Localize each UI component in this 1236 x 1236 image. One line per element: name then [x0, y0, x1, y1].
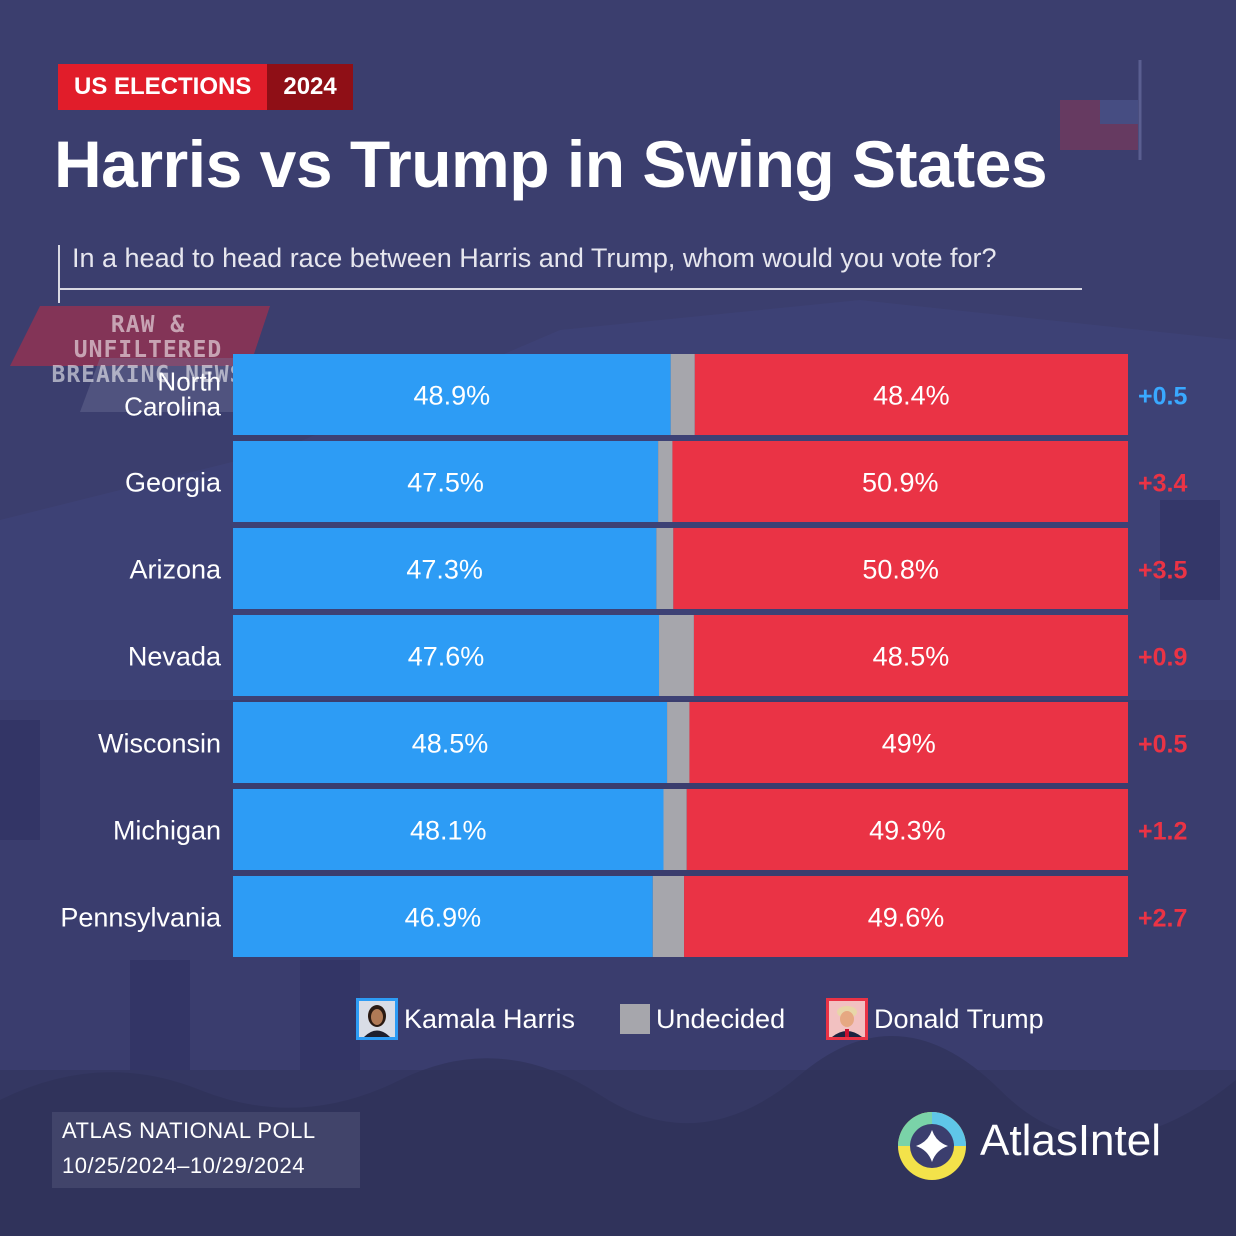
margin-label: +2.7: [1138, 905, 1187, 933]
margin-label: +0.9: [1138, 644, 1187, 672]
margin-label: +0.5: [1138, 731, 1187, 759]
bar-harris: [233, 354, 671, 435]
data-label-trump: 48.4%: [873, 381, 950, 411]
undecided-swatch-icon: [620, 1004, 650, 1034]
data-label-trump: 49.6%: [868, 903, 945, 933]
category-label: Michigan: [113, 816, 221, 846]
bar-trump: [686, 789, 1128, 870]
category-label: Pennsylvania: [60, 903, 222, 933]
poll-dates: 10/25/2024–10/29/2024: [62, 1153, 305, 1178]
data-label-harris: 47.6%: [408, 642, 485, 672]
data-label-harris: 48.9%: [414, 381, 491, 411]
data-label-trump: 50.8%: [862, 555, 939, 585]
bar-undecided: [652, 876, 685, 957]
watermark-line-2: BREAKING NEWS: [51, 362, 245, 388]
legend-label-harris: Kamala Harris: [404, 1003, 576, 1034]
bar-trump: [673, 528, 1128, 609]
bar-harris: [233, 702, 668, 783]
legend: Kamala Harris Undecided Donald Trump: [0, 996, 1236, 1042]
poll-name: ATLAS NATIONAL POLL: [62, 1118, 316, 1143]
legend-item-harris: Kamala Harris: [356, 996, 575, 1042]
margin-label: +3.4: [1138, 470, 1187, 498]
legend-item-trump: Donald Trump: [826, 996, 1044, 1042]
bar-trump: [672, 441, 1128, 522]
category-label: Georgia: [125, 468, 222, 498]
watermark-line-1: RAW & UNFILTERED: [73, 312, 223, 363]
margin-label: +0.5: [1138, 383, 1187, 411]
watermark-shape: [10, 306, 276, 412]
bar-harris: [233, 615, 660, 696]
category-label: North: [157, 367, 221, 397]
data-label-trump: 49%: [882, 729, 936, 759]
bar-harris: [233, 789, 664, 870]
category-label: Nevada: [128, 642, 222, 672]
data-label-harris: 48.1%: [410, 816, 487, 846]
bar-trump: [694, 354, 1128, 435]
watermark-text: RAW & UNFILTERED BREAKING NEWS: [30, 313, 266, 388]
bar-harris: [233, 528, 657, 609]
bar-undecided: [659, 615, 694, 696]
bar-harris: [233, 441, 659, 522]
subtitle: In a head to head race between Harris an…: [72, 243, 997, 273]
poll-info-box: [52, 1112, 360, 1188]
tag-year: 2024: [267, 64, 353, 110]
legend-label-trump: Donald Trump: [874, 1003, 1044, 1034]
trump-avatar-icon: [826, 998, 868, 1040]
data-label-harris: 48.5%: [412, 729, 489, 759]
margin-label: +1.2: [1138, 818, 1187, 846]
bar-undecided: [656, 528, 674, 609]
harris-avatar-icon: [356, 998, 398, 1040]
data-label-trump: 49.3%: [869, 816, 946, 846]
data-label-harris: 46.9%: [405, 903, 482, 933]
bar-harris: [233, 876, 653, 957]
data-label-harris: 47.3%: [406, 555, 483, 585]
category-label: Arizona: [129, 555, 222, 585]
bar-trump: [689, 702, 1128, 783]
legend-label-undecided: Undecided: [656, 1003, 786, 1034]
data-label-harris: 47.5%: [407, 468, 484, 498]
data-label-trump: 48.5%: [873, 642, 950, 672]
bar-undecided: [663, 789, 687, 870]
page-title: Harris vs Trump in Swing States: [54, 127, 1048, 201]
election-tag: US ELECTIONS 2024: [58, 64, 353, 110]
bar-undecided: [670, 354, 695, 435]
subtitle-bracket-vertical: [58, 245, 60, 303]
atlasintel-brand: AtlasIntel: [980, 1116, 1161, 1165]
tag-label: US ELECTIONS: [58, 64, 268, 110]
category-label: Wisconsin: [98, 729, 221, 759]
margin-label: +3.5: [1138, 557, 1187, 585]
bar-undecided: [658, 441, 673, 522]
atlasintel-logo-icon: [898, 1112, 966, 1180]
bar-trump: [684, 876, 1128, 957]
bar-trump: [693, 615, 1128, 696]
category-label: Carolina: [124, 392, 221, 422]
legend-item-undecided: Undecided: [620, 996, 785, 1042]
bar-undecided: [667, 702, 690, 783]
subtitle-underline: [58, 288, 1082, 290]
data-label-trump: 50.9%: [862, 468, 939, 498]
